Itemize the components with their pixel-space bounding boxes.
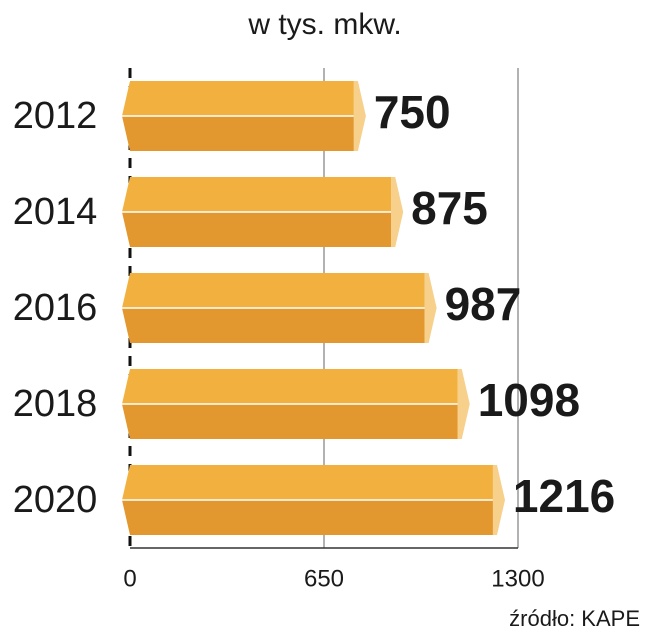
bar-shade bbox=[122, 308, 425, 343]
chart-title: w tys. mkw. bbox=[247, 8, 401, 41]
bar bbox=[122, 369, 470, 439]
source: źródło: KAPE bbox=[509, 606, 640, 631]
y-tick-label: 2018 bbox=[13, 383, 98, 425]
bar-cap-light bbox=[353, 81, 366, 151]
bar bbox=[122, 177, 404, 247]
bar-shade bbox=[122, 500, 493, 535]
bar-shade bbox=[122, 404, 458, 439]
bar bbox=[122, 81, 366, 151]
bar-bottom bbox=[122, 116, 354, 151]
x-tick-label: 650 bbox=[304, 565, 344, 592]
value-label: 875 bbox=[411, 182, 488, 234]
value-label: 1098 bbox=[478, 374, 580, 426]
value-label: 750 bbox=[374, 86, 451, 138]
x-tick-label: 1300 bbox=[491, 565, 544, 592]
bar-bottom bbox=[122, 404, 458, 439]
y-tick-label: 2012 bbox=[13, 95, 98, 137]
bar-top bbox=[122, 177, 392, 212]
bar-cap-light bbox=[391, 177, 404, 247]
bar-cap-light bbox=[457, 369, 470, 439]
y-tick-label: 2014 bbox=[13, 191, 98, 233]
value-label: 1216 bbox=[513, 470, 615, 522]
bar-cap bbox=[391, 177, 404, 247]
bar-cap bbox=[353, 81, 366, 151]
bar-top bbox=[122, 273, 425, 308]
bar-bottom bbox=[122, 500, 493, 535]
x-tick-label: 0 bbox=[123, 565, 136, 592]
bar-bottom bbox=[122, 212, 392, 247]
value-label: 987 bbox=[445, 278, 522, 330]
bar-top bbox=[122, 465, 493, 500]
bar-shade bbox=[122, 116, 354, 151]
bar-cap-light bbox=[424, 273, 437, 343]
bar-cap bbox=[457, 369, 470, 439]
bar bbox=[122, 465, 505, 535]
bar-cap bbox=[424, 273, 437, 343]
bar-top bbox=[122, 81, 354, 116]
bar-bottom bbox=[122, 308, 425, 343]
bar-top bbox=[122, 369, 458, 404]
bar-cap bbox=[492, 465, 505, 535]
bar bbox=[122, 273, 437, 343]
y-tick-label: 2016 bbox=[13, 287, 98, 329]
bar-cap-light bbox=[492, 465, 505, 535]
bar-shade bbox=[122, 212, 392, 247]
y-tick-label: 2020 bbox=[13, 479, 98, 521]
